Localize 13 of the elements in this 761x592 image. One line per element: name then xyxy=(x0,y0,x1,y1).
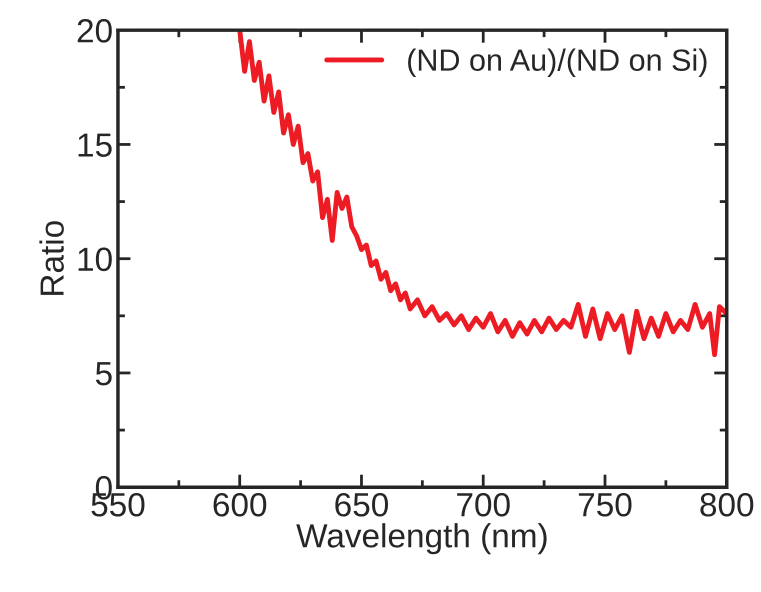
x-tick-label: 800 xyxy=(700,492,754,517)
line-series xyxy=(237,30,727,358)
y-tick-label: 10 xyxy=(78,248,112,272)
y-tick-label: 15 xyxy=(78,134,112,157)
y-axis-title: Ratio xyxy=(39,221,64,295)
x-tick-label: 650 xyxy=(335,492,388,517)
x-tick-label: 750 xyxy=(578,492,632,517)
x-tick-label: 600 xyxy=(214,492,266,517)
legend-label: (ND on Au)/(ND on Si) xyxy=(408,48,707,77)
y-tick-label: 5 xyxy=(96,362,112,386)
x-tick-label: 700 xyxy=(457,492,510,517)
x-axis-title: Wavelength (nm) xyxy=(296,523,547,554)
y-tick-label: 20 xyxy=(78,18,112,43)
